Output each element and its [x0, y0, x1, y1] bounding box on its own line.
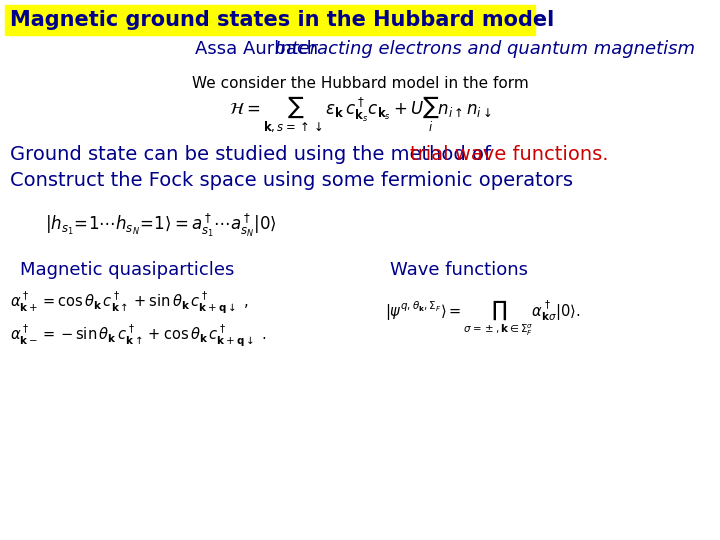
Text: Assa Aurbach: Assa Aurbach	[195, 40, 324, 58]
Text: Wave functions: Wave functions	[390, 261, 528, 279]
Text: We consider the Hubbard model in the form: We consider the Hubbard model in the for…	[192, 76, 528, 91]
Text: Interacting electrons and quantum magnetism: Interacting electrons and quantum magnet…	[275, 40, 695, 58]
Text: $\alpha^\dagger_{\mathbf{k}+} = \cos\theta_\mathbf{k}\, c^\dagger_{\mathbf{k}\up: $\alpha^\dagger_{\mathbf{k}+} = \cos\the…	[10, 289, 248, 315]
Text: Ground state can be studied using the method of: Ground state can be studied using the me…	[10, 145, 498, 165]
Text: $| h_{s_1}\!=\!1 \cdots h_{s_N}\!=\!1 \rangle = a^\dagger_{s_1} \cdots a^\dagger: $| h_{s_1}\!=\!1 \cdots h_{s_N}\!=\!1 \r…	[45, 211, 276, 239]
Text: Magnetic quasiparticles: Magnetic quasiparticles	[20, 261, 235, 279]
Text: $|\psi^{q,\theta_\mathbf{k},\Sigma_F}\rangle = \prod_{\sigma=\pm,\mathbf{k}\in\S: $|\psi^{q,\theta_\mathbf{k},\Sigma_F}\ra…	[385, 298, 580, 338]
Text: $\mathcal{H} = \sum_{\mathbf{k},s=\uparrow\downarrow} \epsilon_\mathbf{k}\, c^\d: $\mathcal{H} = \sum_{\mathbf{k},s=\uparr…	[229, 94, 491, 135]
Text: Construct the Fock space using some fermionic operators: Construct the Fock space using some ferm…	[10, 171, 573, 190]
Text: Magnetic ground states in the Hubbard model: Magnetic ground states in the Hubbard mo…	[10, 10, 554, 30]
FancyBboxPatch shape	[5, 5, 535, 35]
Text: $\alpha^\dagger_{\mathbf{k}-} = -\sin\theta_\mathbf{k}\, c^\dagger_{\mathbf{k}\u: $\alpha^\dagger_{\mathbf{k}-} = -\sin\th…	[10, 322, 266, 348]
Text: trial wave functions.: trial wave functions.	[410, 145, 608, 165]
